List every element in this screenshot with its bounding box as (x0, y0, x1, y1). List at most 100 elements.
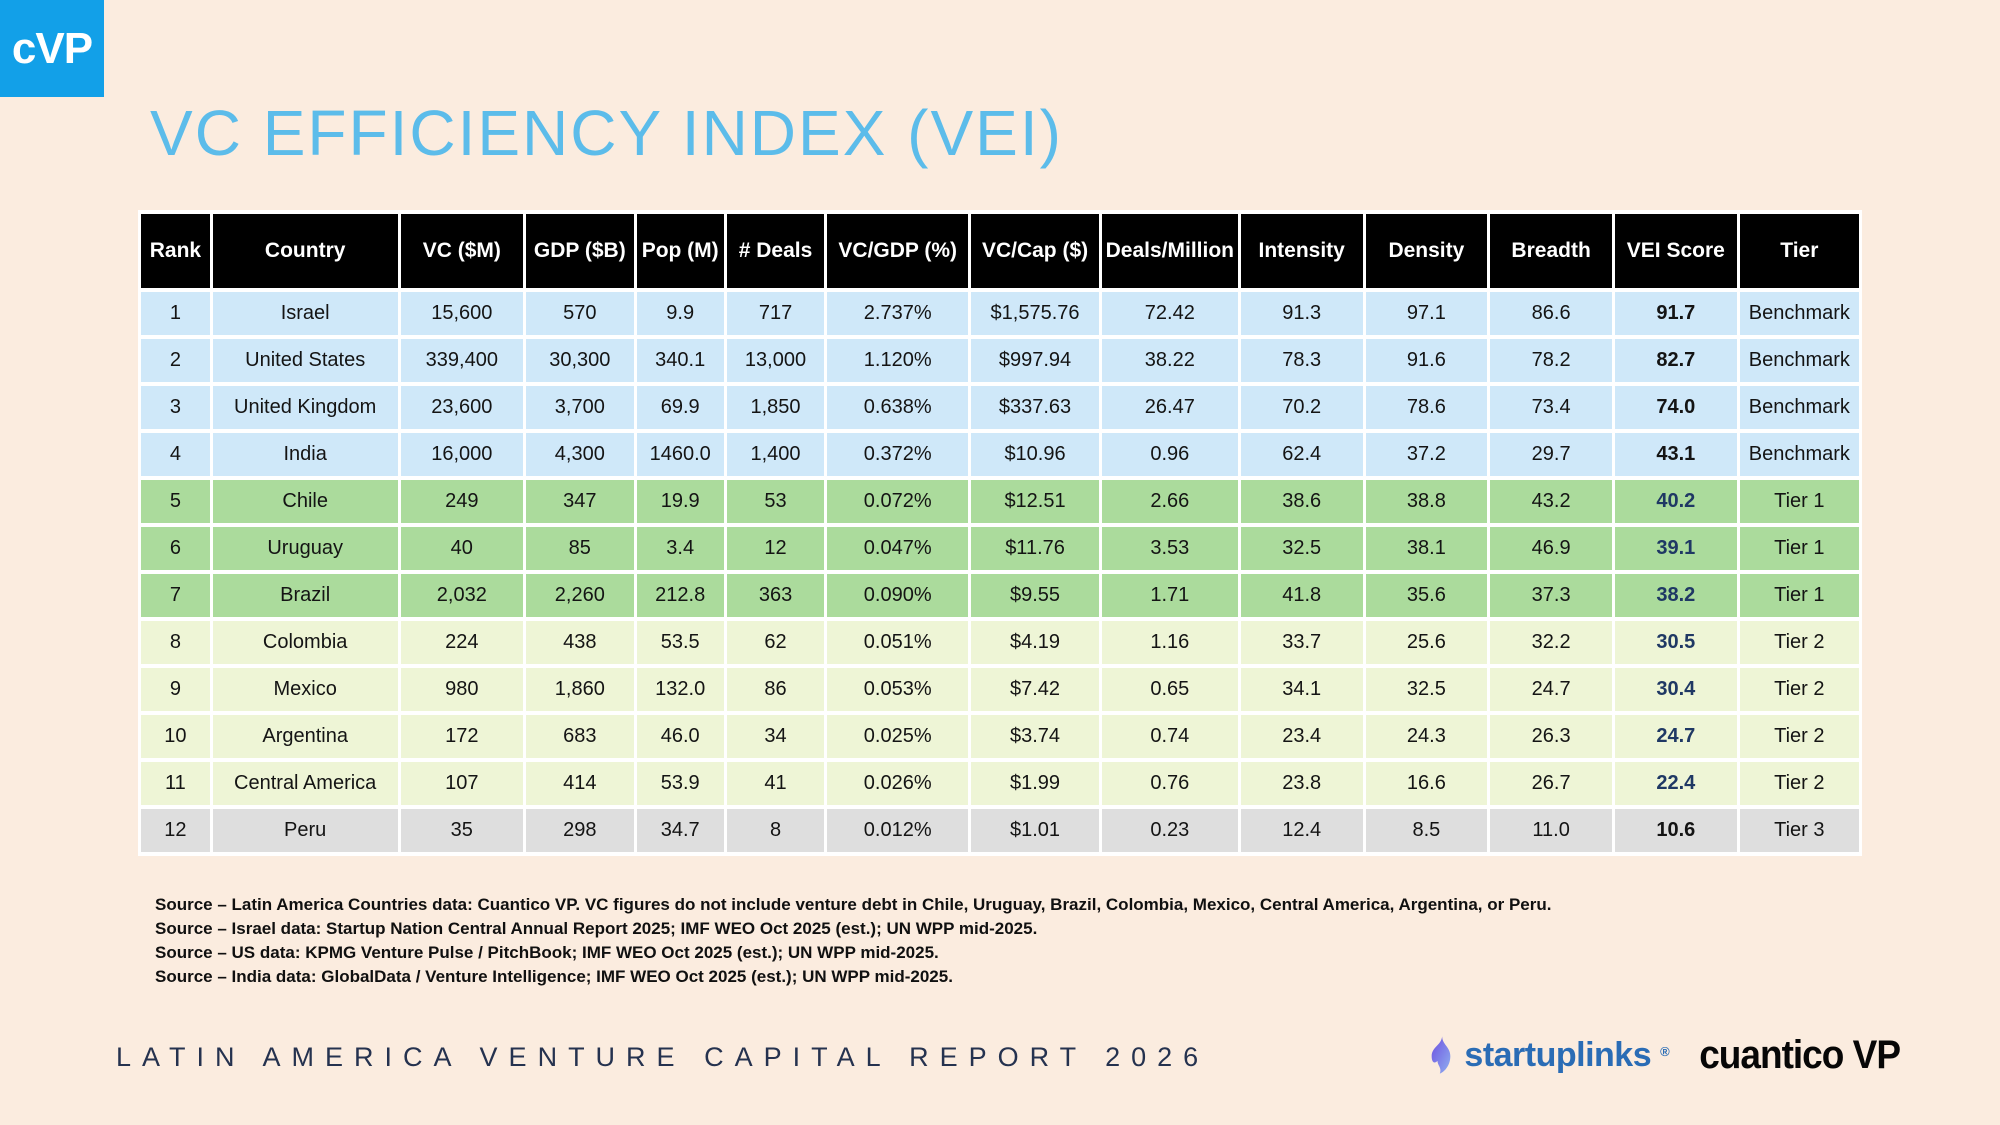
cell-gdp-b: 3,700 (526, 386, 634, 429)
cell-intensity: 32.5 (1240, 527, 1363, 570)
startuplinks-wordmark: startuplinks (1464, 1035, 1652, 1074)
cell-vc-cap: $4.19 (971, 621, 1099, 664)
cell-gdp-b: 4,300 (526, 433, 634, 476)
cell-pop-m: 1460.0 (636, 433, 724, 476)
cell-vc-gdp-pct: 0.090% (827, 574, 969, 617)
table-row-peru: 12 Peru 35 298 34.7 8 0.012% $1.01 0.23 12.4 8.5 11… (141, 809, 1859, 852)
cell-density: 38.8 (1365, 480, 1488, 523)
cell-vc-m: 339,400 (400, 339, 524, 382)
cell-intensity: 91.3 (1240, 292, 1363, 335)
cell-vc-cap: $1,575.76 (971, 292, 1099, 335)
cell-breadth: 46.9 (1490, 527, 1612, 570)
column-header-deals: # Deals (726, 214, 825, 288)
cell-country: United Kingdom (212, 386, 398, 429)
cell-intensity: 23.8 (1240, 762, 1363, 805)
brand-logos: startuplinks ® cuantico VP (1427, 1032, 1901, 1077)
cell-vc-cap: $3.74 (971, 715, 1099, 758)
cell-vei-score: 91.7 (1614, 292, 1737, 335)
cell-vc-m: 16,000 (400, 433, 524, 476)
cell-vc-gdp-pct: 0.012% (827, 809, 969, 852)
cell-deals-million: 0.65 (1101, 668, 1238, 711)
cell-deals: 62 (726, 621, 825, 664)
cell-density: 78.6 (1365, 386, 1488, 429)
cell-deals-million: 1.71 (1101, 574, 1238, 617)
cell-deals: 13,000 (726, 339, 825, 382)
cell-vc-cap: $9.55 (971, 574, 1099, 617)
cell-rank: 12 (141, 809, 210, 852)
cell-tier: Benchmark (1739, 339, 1859, 382)
vei-table-container: Rank Country VC ($M) GDP ($B) Pop (M) # Deals… (138, 210, 1862, 856)
cell-pop-m: 53.5 (636, 621, 724, 664)
cell-tier: Tier 3 (1739, 809, 1859, 852)
column-header-gdp-b: GDP ($B) (526, 214, 634, 288)
column-header-breadth: Breadth (1490, 214, 1612, 288)
cell-country: Colombia (212, 621, 398, 664)
cell-vei-score: 40.2 (1614, 480, 1737, 523)
startuplinks-logo: startuplinks ® (1427, 1035, 1670, 1075)
cell-vei-score: 43.1 (1614, 433, 1737, 476)
cell-country: Chile (212, 480, 398, 523)
cell-vc-m: 15,600 (400, 292, 524, 335)
cell-density: 35.6 (1365, 574, 1488, 617)
cell-rank: 9 (141, 668, 210, 711)
column-header-vc-gdp-pct: VC/GDP (%) (827, 214, 969, 288)
cell-vc-gdp-pct: 1.120% (827, 339, 969, 382)
cell-tier: Tier 1 (1739, 574, 1859, 617)
table-header-row: Rank Country VC ($M) GDP ($B) Pop (M) # Deals… (141, 214, 1859, 288)
cell-vc-m: 40 (400, 527, 524, 570)
cell-gdp-b: 1,860 (526, 668, 634, 711)
cell-tier: Tier 2 (1739, 621, 1859, 664)
cell-density: 25.6 (1365, 621, 1488, 664)
cell-vc-gdp-pct: 0.026% (827, 762, 969, 805)
cell-vei-score: 22.4 (1614, 762, 1737, 805)
cell-breadth: 11.0 (1490, 809, 1612, 852)
cell-country: Brazil (212, 574, 398, 617)
cell-density: 24.3 (1365, 715, 1488, 758)
cell-tier: Tier 1 (1739, 527, 1859, 570)
cell-gdp-b: 2,260 (526, 574, 634, 617)
cell-vc-m: 249 (400, 480, 524, 523)
cell-rank: 6 (141, 527, 210, 570)
table-row-argentina: 10 Argentina 172 683 46.0 34 0.025% $3.74 0.74 23… (141, 715, 1859, 758)
source-line: Source – Latin America Countries data: C… (155, 895, 1552, 914)
cell-country: Mexico (212, 668, 398, 711)
column-header-rank: Rank (141, 214, 210, 288)
cell-vc-m: 2,032 (400, 574, 524, 617)
column-header-vc-cap: VC/Cap ($) (971, 214, 1099, 288)
cell-deals-million: 72.42 (1101, 292, 1238, 335)
cell-rank: 8 (141, 621, 210, 664)
cell-rank: 1 (141, 292, 210, 335)
table-row-india: 4 India 16,000 4,300 1460.0 1,400 0.372% $10.96… (141, 433, 1859, 476)
cell-vc-cap: $1.99 (971, 762, 1099, 805)
cell-breadth: 24.7 (1490, 668, 1612, 711)
cell-tier: Benchmark (1739, 292, 1859, 335)
registered-mark: ® (1660, 1043, 1670, 1059)
cell-deals: 1,850 (726, 386, 825, 429)
column-header-pop-m: Pop (M) (636, 214, 724, 288)
cell-vei-score: 30.5 (1614, 621, 1737, 664)
cell-vc-m: 224 (400, 621, 524, 664)
cell-intensity: 70.2 (1240, 386, 1363, 429)
cell-deals: 34 (726, 715, 825, 758)
cell-vei-score: 30.4 (1614, 668, 1737, 711)
cell-density: 8.5 (1365, 809, 1488, 852)
cell-vc-cap: $997.94 (971, 339, 1099, 382)
cell-density: 38.1 (1365, 527, 1488, 570)
cell-country: India (212, 433, 398, 476)
cell-intensity: 12.4 (1240, 809, 1363, 852)
cell-country: Uruguay (212, 527, 398, 570)
cell-density: 97.1 (1365, 292, 1488, 335)
cell-rank: 4 (141, 433, 210, 476)
table-row-uruguay: 6 Uruguay 40 85 3.4 12 0.047% $11.76 3.53 32.5 38.… (141, 527, 1859, 570)
cell-breadth: 73.4 (1490, 386, 1612, 429)
cvp-logo-text: cVP (11, 23, 93, 73)
cell-intensity: 23.4 (1240, 715, 1363, 758)
cell-intensity: 34.1 (1240, 668, 1363, 711)
cell-breadth: 26.3 (1490, 715, 1612, 758)
cell-vc-gdp-pct: 0.053% (827, 668, 969, 711)
source-line: Source – Israel data: Startup Nation Cen… (155, 919, 1038, 938)
cell-gdp-b: 570 (526, 292, 634, 335)
cell-pop-m: 3.4 (636, 527, 724, 570)
cell-tier: Benchmark (1739, 433, 1859, 476)
